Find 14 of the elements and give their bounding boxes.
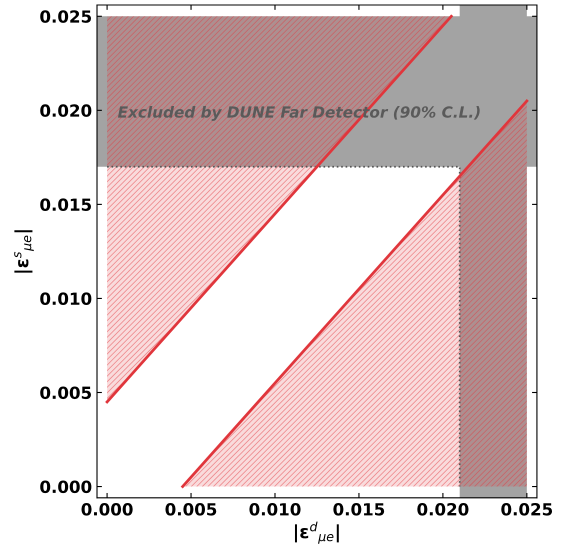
x-axis-title: |ε$^{d}$$_{μe}$| [294,522,339,544]
y-tick-label: 0.025 [40,10,91,23]
y-axis-title: |ε$^{s}$$_{μe}$| [14,230,34,273]
x-tick-label: 0.010 [249,502,301,516]
y-tick-label: 0.015 [40,198,91,211]
x-tick-label: 0.000 [82,502,133,516]
x-tick-label: 0.020 [417,502,468,516]
y-tick-label: 0.020 [40,104,92,117]
x-tick-label: 0.025 [501,502,552,516]
y-tick-label: 0.000 [40,480,92,494]
x-tick-label: 0.005 [165,502,216,516]
y-tick-label: 0.010 [40,292,92,306]
y-tick-label: 0.005 [40,386,91,400]
x-tick-label: 0.015 [333,502,384,516]
